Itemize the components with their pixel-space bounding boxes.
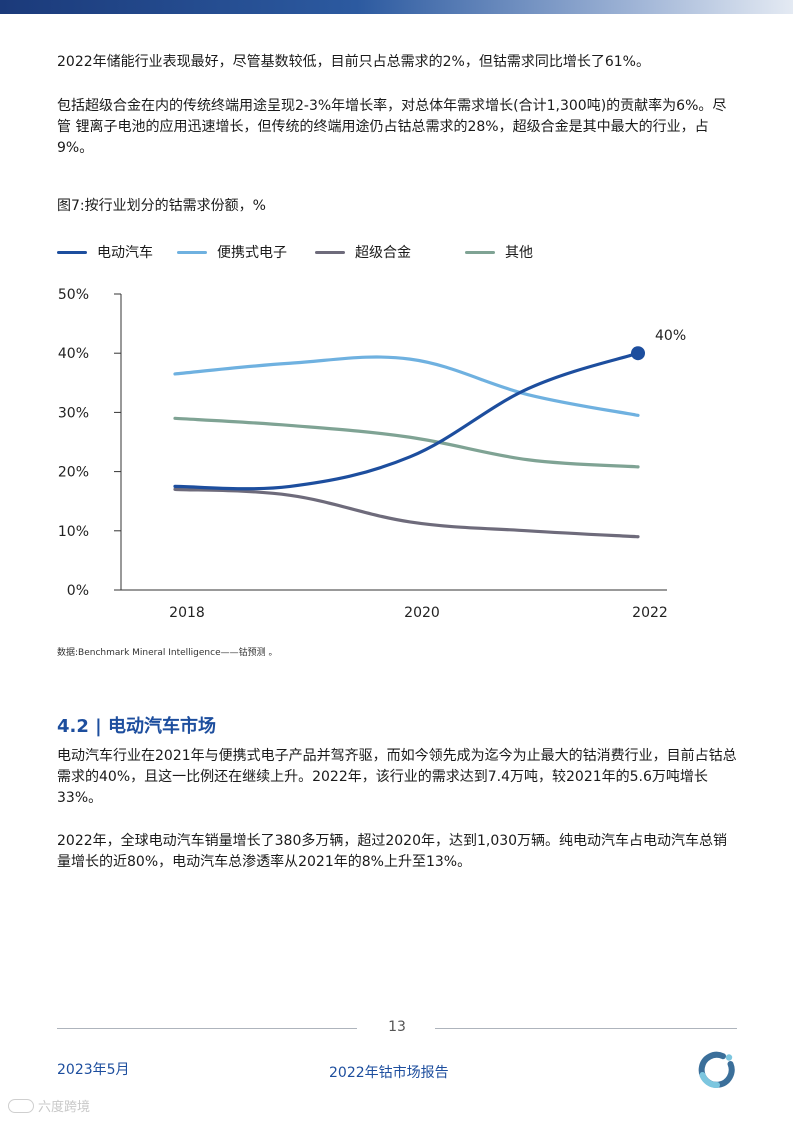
footer-date: 2023年5月 <box>57 1062 130 1078</box>
x-tick-label: 2022 <box>632 605 668 621</box>
legend-item-superalloy: 超级合金 <box>315 242 411 262</box>
legend-swatch-portable <box>177 250 207 254</box>
y-tick-label: 20% <box>58 465 89 481</box>
ev-endpoint-marker <box>631 346 645 361</box>
paragraph-traditional-uses: 包括超级合金在内的传统终端用途呈现2-3%年增长率，对总体年需求增长(合计1,3… <box>57 98 727 156</box>
legend-item-portable: 便携式电子 <box>177 242 287 262</box>
figure-title: 图7:按行业划分的钴需求份额，% <box>57 198 266 214</box>
legend-swatch-superalloy <box>315 250 345 254</box>
series-line-portable-electronics <box>173 355 640 417</box>
x-tick-label: 2020 <box>404 605 440 621</box>
y-tick-label: 50% <box>58 287 89 303</box>
legend-label-superalloy: 超级合金 <box>355 245 411 261</box>
legend-label-portable: 便携式电子 <box>217 245 287 261</box>
paragraph-energy-storage: 2022年储能行业表现最好，尽管基数较低，目前只占总需求的2%，但钴需求同比增长… <box>57 54 650 70</box>
company-logo-icon <box>698 1051 735 1088</box>
y-tick-label: 10% <box>58 524 89 540</box>
series-line-superalloy <box>173 487 640 539</box>
figure-source: 数据:Benchmark Mineral Intelligence——钴预测 。 <box>57 648 278 658</box>
y-tick-label: 0% <box>67 583 89 599</box>
y-tick-label: 30% <box>58 405 89 421</box>
footer-divider-right <box>435 1028 737 1029</box>
series-line-other <box>173 416 640 469</box>
watermark-text: 六度跨境 <box>38 1100 91 1115</box>
header-gradient-bar <box>0 0 793 14</box>
ev-endpoint-label: 40% <box>655 328 686 344</box>
paragraph-ev-sector: 电动汽车行业在2021年与便携式电子产品并驾齐驱，而如今领先成为迄今为止最大的钴… <box>57 748 737 806</box>
legend-swatch-other <box>465 250 495 254</box>
paragraph-ev-sales: 2022年，全球电动汽车销量增长了380多万辆，超过2020年，达到1,030万… <box>57 833 728 870</box>
line-chart: 0% 10% 20% 30% 40% 50% 2018 2020 2022 40% <box>58 287 686 621</box>
page-number: 13 <box>388 1019 406 1035</box>
footer-report-title: 2022年钴市场报告 <box>329 1065 449 1081</box>
legend-swatch-ev <box>57 250 87 254</box>
y-tick-label: 40% <box>58 346 89 362</box>
legend-item-other: 其他 <box>465 242 533 262</box>
x-tick-label: 2018 <box>169 605 205 621</box>
section-title: 4.2 | 电动汽车市场 <box>57 716 216 737</box>
legend-item-ev: 电动汽车 <box>57 242 153 262</box>
footer-divider-left <box>57 1028 357 1029</box>
watermark-logo-icon <box>8 1098 34 1113</box>
chart-legend: 电动汽车 便携式电子 超级合金 其他 <box>57 242 757 262</box>
legend-label-other: 其他 <box>505 245 533 261</box>
series-line-ev <box>173 351 640 491</box>
legend-label-ev: 电动汽车 <box>97 245 153 261</box>
watermark: 六度跨境 <box>8 1096 90 1115</box>
